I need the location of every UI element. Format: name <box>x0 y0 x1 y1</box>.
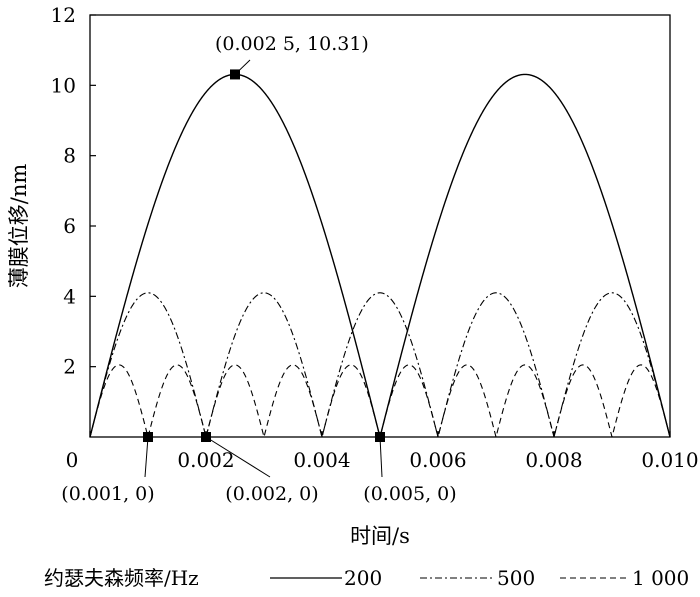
legend-label-200: 200 <box>344 566 382 590</box>
y-tick-label: 4 <box>63 284 76 308</box>
annotation-marker <box>230 69 240 80</box>
series-layer <box>89 73 671 438</box>
x-axis-label: 时间/s <box>350 524 410 548</box>
x-tick-label: 0.006 <box>409 448 466 472</box>
y-tick-label: 10 <box>51 73 76 97</box>
tick-layer: 0 0.002 0.004 0.006 0.008 0.010 2 4 6 8 10 12 <box>51 3 699 472</box>
x-tick-label: 0.008 <box>525 448 582 472</box>
annotation-label: (0.005, 0) <box>363 483 456 505</box>
y-tick-label: 2 <box>63 355 76 379</box>
annotation-marker <box>201 432 211 442</box>
series-line-1000 <box>89 364 671 438</box>
legend: 约瑟夫森频率/Hz 200 500 1 000 <box>44 566 689 590</box>
y-axis-label: 薄膜位移/nm <box>7 164 31 289</box>
annotation-label: (0.002 5, 10.31) <box>215 33 369 55</box>
series-line-200 <box>89 73 671 438</box>
annotation-leader <box>144 436 149 478</box>
plot-frame <box>89 14 671 438</box>
x-tick-label: 0.002 <box>177 448 234 472</box>
annotation-marker <box>143 432 153 442</box>
annotation-label: (0.001, 0) <box>61 483 154 505</box>
series-line-500 <box>89 292 671 438</box>
y-tick-label: 8 <box>63 144 76 168</box>
annotation-marker <box>375 432 385 442</box>
annotation-label: (0.002, 0) <box>225 483 318 505</box>
annotation-leader <box>205 436 271 478</box>
annotation-leader <box>379 436 383 478</box>
legend-label-1000: 1 000 <box>632 566 689 590</box>
legend-label-500: 500 <box>497 566 535 590</box>
x-tick-label: 0 <box>66 448 79 472</box>
legend-title: 约瑟夫森频率/Hz <box>44 566 199 590</box>
x-tick-label: 0.004 <box>293 448 350 472</box>
x-tick-label: 0.010 <box>641 448 698 472</box>
y-tick-label: 6 <box>63 214 76 238</box>
annotation-layer: (0.002 5, 10.31) (0.001, 0) (0.002, 0) (0.0… <box>61 33 456 505</box>
y-tick-label: 12 <box>51 3 76 27</box>
